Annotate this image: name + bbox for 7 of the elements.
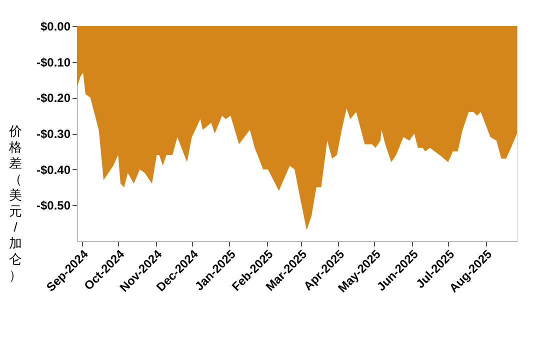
text: 价格差（美元/加仑） bbox=[9, 124, 22, 282]
y-tick-label: -$0.30 bbox=[36, 127, 71, 141]
y-tick-label: -$0.50 bbox=[36, 198, 71, 213]
y-tick-label: $0.00 bbox=[40, 20, 71, 34]
y-tick-label: -$0.40 bbox=[36, 162, 71, 177]
y-tick-label: -$0.20 bbox=[36, 91, 71, 106]
y-tick-label: -$0.10 bbox=[36, 55, 71, 70]
